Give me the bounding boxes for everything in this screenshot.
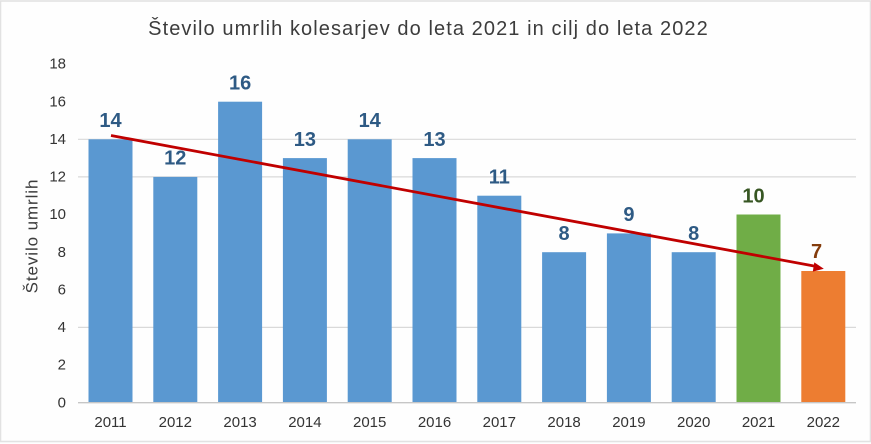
svg-text:18: 18 — [49, 56, 66, 73]
svg-text:2015: 2015 — [353, 414, 386, 431]
svg-text:7: 7 — [811, 241, 822, 263]
svg-text:14: 14 — [99, 110, 122, 132]
svg-text:6: 6 — [58, 281, 66, 298]
svg-text:9: 9 — [623, 204, 634, 226]
svg-text:Število umrlih: Število umrlih — [23, 179, 42, 294]
svg-text:2: 2 — [58, 357, 66, 374]
svg-text:13: 13 — [294, 129, 316, 151]
svg-text:2017: 2017 — [483, 414, 516, 431]
svg-text:8: 8 — [688, 223, 699, 245]
svg-text:2013: 2013 — [223, 414, 256, 431]
svg-text:2021: 2021 — [742, 414, 775, 431]
svg-text:10: 10 — [49, 206, 66, 223]
svg-text:2011: 2011 — [94, 414, 126, 431]
svg-text:2012: 2012 — [159, 414, 192, 431]
svg-text:2022: 2022 — [807, 414, 840, 431]
svg-text:Število umrlih kolesarjev do l: Število umrlih kolesarjev do leta 2021 i… — [148, 17, 709, 40]
svg-text:2018: 2018 — [547, 414, 580, 431]
svg-text:14: 14 — [359, 110, 382, 132]
svg-text:8: 8 — [58, 244, 66, 261]
svg-text:12: 12 — [49, 169, 66, 186]
svg-text:2019: 2019 — [612, 414, 645, 431]
svg-text:8: 8 — [559, 223, 570, 245]
svg-text:14: 14 — [49, 131, 66, 148]
svg-text:2020: 2020 — [677, 414, 710, 431]
svg-text:11: 11 — [489, 167, 510, 189]
svg-text:10: 10 — [742, 185, 764, 207]
svg-text:16: 16 — [229, 73, 251, 95]
svg-text:2016: 2016 — [418, 414, 451, 431]
svg-text:4: 4 — [58, 319, 66, 336]
svg-text:0: 0 — [58, 394, 66, 411]
svg-text:13: 13 — [423, 129, 445, 151]
svg-text:16: 16 — [49, 93, 66, 110]
svg-text:2014: 2014 — [288, 414, 321, 431]
svg-text:12: 12 — [164, 148, 186, 170]
